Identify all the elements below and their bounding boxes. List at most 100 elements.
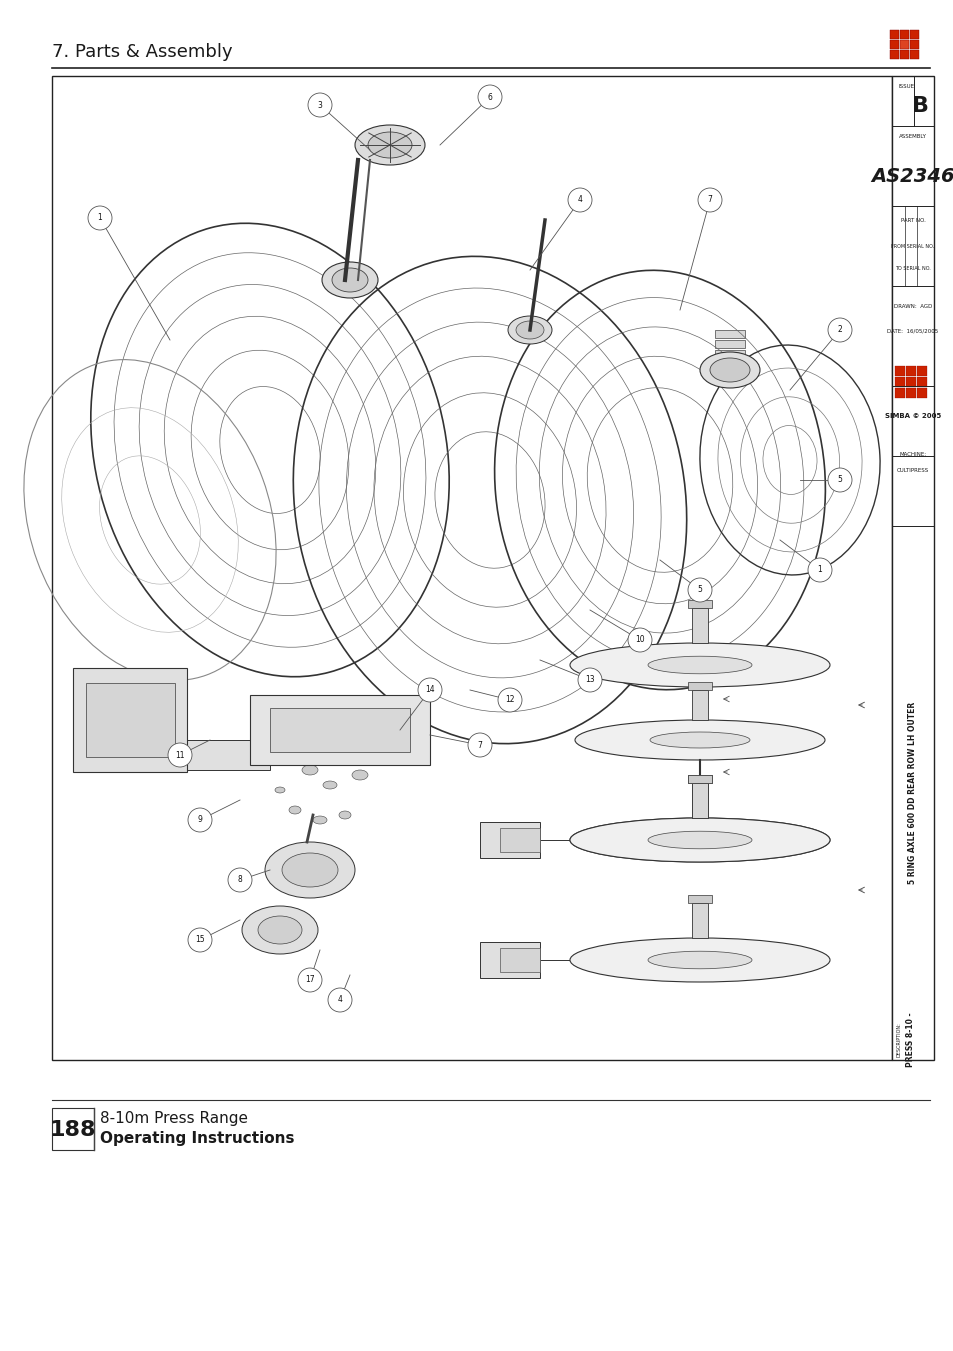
- Ellipse shape: [700, 353, 760, 388]
- Ellipse shape: [120, 713, 140, 727]
- Ellipse shape: [647, 831, 751, 848]
- Bar: [889, 30, 898, 39]
- Ellipse shape: [257, 916, 302, 944]
- Text: ASSEMBLY: ASSEMBLY: [898, 134, 926, 139]
- Ellipse shape: [569, 643, 829, 688]
- Bar: [894, 377, 904, 386]
- Text: 7: 7: [707, 196, 712, 204]
- Text: 1: 1: [817, 566, 821, 574]
- Text: 7. Parts & Assembly: 7. Parts & Assembly: [52, 43, 233, 61]
- Text: ISSUE: ISSUE: [898, 84, 914, 89]
- Bar: [691, 690, 707, 720]
- Ellipse shape: [265, 842, 355, 898]
- Ellipse shape: [507, 316, 552, 345]
- Text: 12: 12: [505, 696, 515, 704]
- Text: DESCRIPTION:: DESCRIPTION:: [896, 1023, 901, 1058]
- Circle shape: [477, 85, 501, 109]
- Bar: [909, 41, 918, 49]
- Circle shape: [807, 558, 831, 582]
- Bar: [52, 1108, 94, 1150]
- Text: 17: 17: [305, 975, 314, 985]
- Bar: [691, 784, 707, 817]
- Text: 3: 3: [317, 100, 322, 109]
- Circle shape: [578, 667, 601, 692]
- Bar: [687, 682, 711, 690]
- Text: 1: 1: [97, 213, 102, 223]
- Text: 7: 7: [477, 740, 482, 750]
- Circle shape: [627, 628, 651, 653]
- Bar: [889, 41, 898, 49]
- Ellipse shape: [709, 358, 749, 382]
- Ellipse shape: [302, 765, 317, 775]
- Bar: [691, 902, 707, 938]
- Text: PART NO.: PART NO.: [900, 219, 924, 223]
- Text: 5 RING AXLE 600 DD REAR ROW LH OUTER: 5 RING AXLE 600 DD REAR ROW LH OUTER: [907, 703, 917, 884]
- Text: 11: 11: [175, 751, 185, 759]
- Bar: [916, 388, 926, 399]
- Bar: [714, 330, 744, 338]
- Bar: [691, 784, 707, 817]
- Text: 6: 6: [487, 92, 492, 101]
- Ellipse shape: [647, 831, 751, 848]
- Circle shape: [567, 188, 592, 212]
- FancyBboxPatch shape: [73, 667, 187, 771]
- Circle shape: [297, 969, 322, 992]
- Ellipse shape: [649, 732, 749, 748]
- Ellipse shape: [647, 657, 751, 674]
- Ellipse shape: [313, 816, 327, 824]
- Circle shape: [168, 743, 192, 767]
- Text: FROM SERIAL NO.: FROM SERIAL NO.: [890, 243, 934, 249]
- Ellipse shape: [282, 852, 337, 888]
- Ellipse shape: [407, 742, 422, 758]
- Ellipse shape: [575, 720, 824, 761]
- Ellipse shape: [355, 126, 424, 165]
- Bar: [905, 388, 915, 399]
- Bar: [170, 740, 270, 770]
- Bar: [270, 708, 410, 753]
- Bar: [691, 608, 707, 643]
- Circle shape: [88, 205, 112, 230]
- Bar: [891, 76, 933, 1061]
- Ellipse shape: [323, 781, 336, 789]
- Bar: [905, 377, 915, 386]
- Text: 9: 9: [197, 816, 202, 824]
- Circle shape: [468, 734, 492, 757]
- Ellipse shape: [332, 267, 368, 292]
- Ellipse shape: [569, 817, 829, 862]
- Circle shape: [827, 317, 851, 342]
- Circle shape: [188, 928, 212, 952]
- Ellipse shape: [256, 703, 273, 717]
- Bar: [479, 821, 539, 858]
- Ellipse shape: [112, 708, 148, 732]
- Circle shape: [497, 688, 521, 712]
- Text: B: B: [911, 96, 928, 116]
- Ellipse shape: [569, 938, 829, 982]
- Text: 2: 2: [837, 326, 841, 335]
- Ellipse shape: [242, 907, 317, 954]
- Ellipse shape: [352, 770, 368, 780]
- Bar: [916, 366, 926, 376]
- Bar: [499, 828, 539, 852]
- Text: MACHINE:: MACHINE:: [899, 451, 925, 457]
- Circle shape: [698, 188, 721, 212]
- Text: 188: 188: [50, 1120, 96, 1140]
- Ellipse shape: [256, 742, 273, 758]
- Bar: [714, 340, 744, 349]
- Bar: [714, 350, 744, 358]
- Bar: [899, 30, 908, 39]
- Bar: [916, 377, 926, 386]
- Bar: [687, 894, 711, 902]
- Bar: [909, 30, 918, 39]
- Ellipse shape: [647, 951, 751, 969]
- Text: 10: 10: [635, 635, 644, 644]
- Text: 8-10m Press Range: 8-10m Press Range: [100, 1111, 248, 1125]
- Ellipse shape: [368, 132, 412, 158]
- Text: 13: 13: [584, 676, 594, 685]
- Circle shape: [188, 808, 212, 832]
- Text: 4: 4: [577, 196, 582, 204]
- Bar: [899, 41, 908, 49]
- Text: 5: 5: [697, 585, 701, 594]
- Text: Operating Instructions: Operating Instructions: [100, 1131, 294, 1146]
- Ellipse shape: [289, 807, 301, 815]
- Bar: [52, 76, 891, 1061]
